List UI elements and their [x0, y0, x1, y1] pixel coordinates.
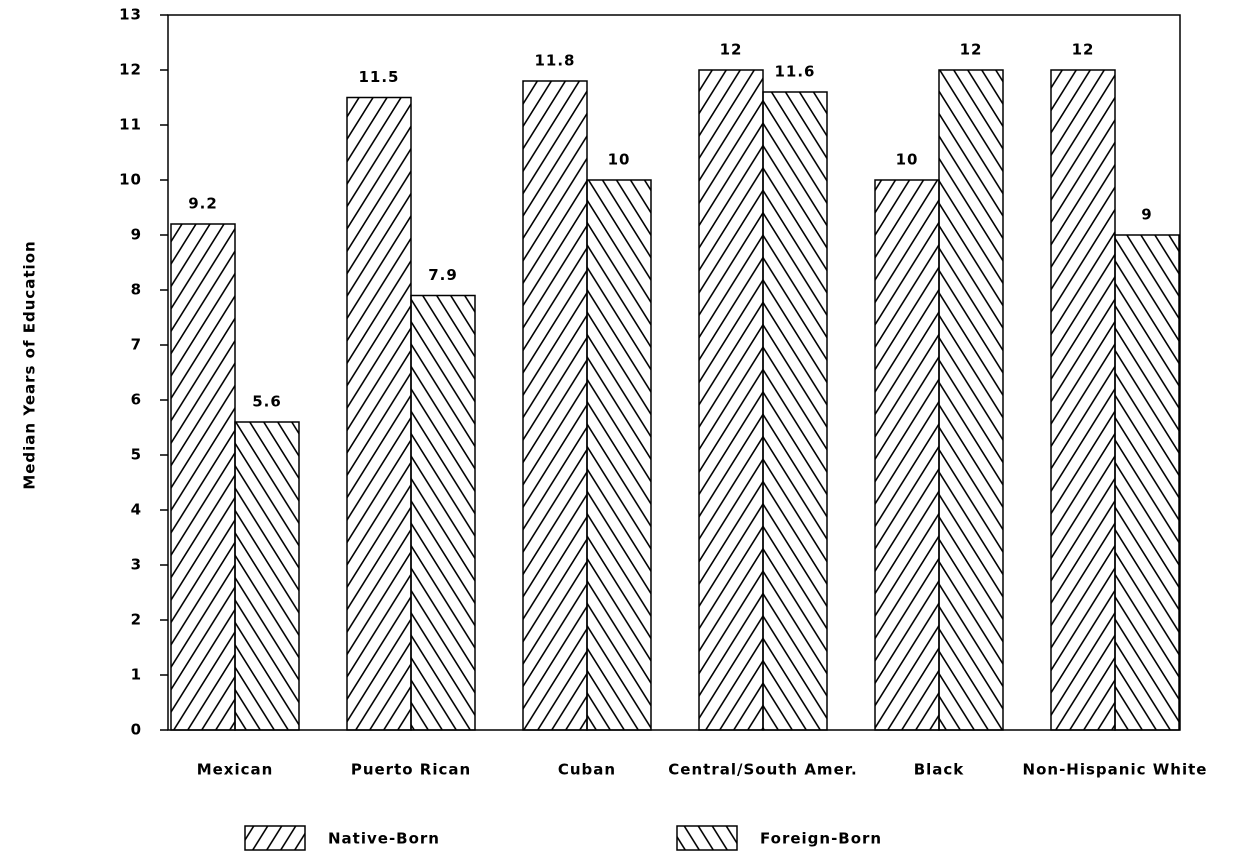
y-tick-label: 6: [131, 391, 142, 409]
bar: [1114, 234, 1180, 731]
bar: [522, 80, 588, 731]
y-tick-label: 13: [119, 6, 142, 24]
bar: [170, 223, 236, 731]
y-tick-label: 8: [131, 281, 142, 299]
value-label: 9: [1141, 206, 1152, 224]
plot-frame: [167, 14, 1181, 731]
x-tick-label: Cuban: [558, 761, 616, 779]
y-tick-label: 0: [131, 721, 142, 739]
bar: [410, 294, 476, 731]
bar: [346, 96, 412, 731]
legend-label: Native-Born: [328, 830, 440, 848]
value-label: 5.6: [252, 393, 282, 411]
bar: [586, 179, 652, 731]
y-tick-label: 12: [119, 61, 142, 79]
bar: [762, 91, 828, 731]
value-label: 11.5: [358, 68, 399, 86]
bar: [938, 69, 1004, 731]
bar: [874, 179, 940, 731]
y-tick-label: 2: [131, 611, 142, 629]
value-label: 12: [1072, 41, 1095, 59]
y-tick-label: 7: [131, 336, 142, 354]
value-label: 12: [720, 41, 743, 59]
y-tick-label: 5: [131, 446, 142, 464]
bar: [698, 69, 764, 731]
value-label: 9.2: [188, 195, 218, 213]
bar: [1050, 69, 1116, 731]
x-tick-label: Black: [914, 761, 965, 779]
x-tick-label: Non-Hispanic White: [1023, 761, 1208, 779]
value-label: 11.6: [774, 63, 815, 81]
y-tick-label: 9: [131, 226, 142, 244]
legend-swatch: [676, 825, 738, 851]
bar: [234, 421, 300, 731]
y-tick-label: 3: [131, 556, 142, 574]
legend-label: Foreign-Born: [760, 830, 882, 848]
x-tick-label: Central/South Amer.: [668, 761, 857, 779]
y-axis-label: Median Years of Education: [21, 240, 39, 489]
y-tick-label: 11: [119, 116, 142, 134]
value-label: 11.8: [534, 52, 575, 70]
value-label: 10: [608, 151, 631, 169]
x-tick-label: Mexican: [197, 761, 274, 779]
value-label: 7.9: [428, 266, 458, 284]
value-label: 12: [960, 41, 983, 59]
y-tick-label: 10: [119, 171, 142, 189]
x-tick-label: Puerto Rican: [351, 761, 471, 779]
value-label: 10: [896, 151, 919, 169]
y-tick-label: 4: [131, 501, 142, 519]
legend-swatch: [244, 825, 306, 851]
y-tick-label: 1: [131, 666, 142, 684]
